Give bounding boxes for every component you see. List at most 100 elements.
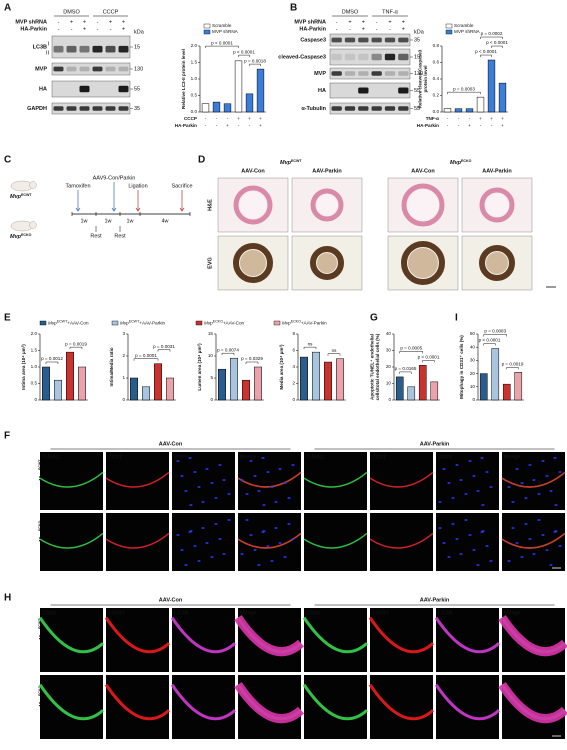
- bar: [245, 93, 254, 113]
- nucleus: [459, 479, 463, 481]
- nucleus: [189, 530, 193, 532]
- significance-bracket: [399, 371, 412, 374]
- mouse-label-sup: ECKO: [21, 233, 32, 237]
- channel-label: COXIV: [108, 610, 125, 616]
- blot-band: [358, 37, 369, 43]
- significance-bracket: [483, 334, 507, 337]
- condition-sign: -: [216, 123, 218, 128]
- treatment-sign: -: [376, 26, 378, 32]
- blot-band: [118, 106, 129, 111]
- nucleus: [227, 493, 231, 495]
- bar: [201, 103, 210, 113]
- bar: [300, 356, 308, 401]
- y-tick-label: 0.8: [433, 43, 440, 48]
- nucleus: [257, 490, 261, 492]
- y-axis-label: protein level: [423, 65, 428, 92]
- protein-label: α-Tubulin: [301, 106, 326, 112]
- blot-strip: [329, 33, 411, 47]
- blot-strip: [329, 67, 411, 80]
- panel-letter: B: [290, 3, 297, 14]
- legend-swatch: [273, 320, 281, 326]
- bar: [498, 82, 507, 113]
- blot-band: [398, 71, 409, 76]
- nucleus: [266, 545, 270, 547]
- nucleus: [291, 464, 295, 466]
- blot-band: [331, 37, 342, 43]
- blot-band: [384, 71, 396, 76]
- vessel-wall: [479, 245, 515, 281]
- blot-band: [344, 71, 356, 76]
- legend-swatch: [445, 29, 453, 35]
- nucleus: [524, 523, 528, 525]
- duration-label: 1w: [80, 218, 87, 224]
- blot-band: [66, 45, 77, 53]
- treatment-header: AAV-Con: [159, 597, 183, 603]
- nucleus: [545, 549, 549, 551]
- nucleus: [481, 530, 485, 532]
- nucleus: [553, 457, 557, 459]
- nucleus: [472, 475, 476, 477]
- legend-label: MVP shRNA: [454, 29, 481, 34]
- condition-sign: +: [259, 123, 262, 128]
- nucleus: [480, 457, 484, 459]
- signal: [105, 532, 170, 549]
- y-tick-label: 6: [292, 348, 295, 353]
- micrograph: [370, 452, 433, 510]
- legend-swatch: [203, 29, 211, 35]
- nucleus: [558, 471, 562, 473]
- nucleus: [520, 482, 524, 484]
- rest-label: Rest: [90, 233, 102, 239]
- condition-sign: -: [238, 123, 240, 128]
- vessel-lumen: [408, 190, 438, 220]
- nucleus: [528, 538, 532, 540]
- nucleus: [451, 523, 455, 525]
- significance-label: p = 0.0019: [65, 341, 87, 346]
- blot-band: [358, 87, 369, 94]
- significance-label: ns: [308, 341, 314, 346]
- channel-label: CD31: [42, 610, 56, 616]
- y-tick-label: 0.6: [433, 60, 440, 65]
- y-tick-label: 2: [122, 353, 125, 358]
- signal: [501, 471, 566, 488]
- event-label: Ligation: [128, 183, 147, 189]
- nucleus: [193, 545, 197, 547]
- blot-band: [118, 66, 129, 72]
- legend-label-base: Mvp: [48, 321, 57, 326]
- legend-label: Scramble: [212, 23, 232, 28]
- treatment-sign: +: [362, 19, 365, 25]
- nucleus: [554, 504, 558, 506]
- nucleus: [184, 564, 188, 566]
- blot-band: [331, 106, 342, 111]
- nucleus: [537, 519, 541, 521]
- channel-label: LC3B: [174, 610, 188, 616]
- nucleus: [541, 534, 545, 536]
- bar: [154, 363, 162, 401]
- y-tick-label: 0: [122, 397, 125, 402]
- nucleus: [464, 493, 468, 495]
- kda-value: 15: [134, 44, 140, 50]
- treatment-sign: -: [97, 19, 99, 25]
- nucleus: [257, 564, 261, 566]
- group-label: DMSO: [342, 9, 359, 15]
- legend-label-rest: +AAV-Parkin: [139, 321, 165, 326]
- significance-label: p = 0.0002: [481, 31, 503, 36]
- nucleus: [447, 482, 451, 484]
- treatment-label: HA-Parkin: [20, 26, 47, 32]
- channel-label: CD31: [372, 454, 386, 460]
- nucleus: [291, 538, 295, 540]
- micrograph: [40, 675, 103, 739]
- vessel-wall: [310, 188, 344, 222]
- bar: [336, 358, 344, 401]
- signal: [369, 471, 434, 488]
- y-axis-label: Lumen area (10⁴ μm²): [197, 343, 202, 391]
- treatment-header: AAV-Con: [159, 441, 183, 447]
- y-tick-label: 40: [386, 331, 392, 336]
- signal: [303, 471, 368, 488]
- treatment-header: AAV-Con: [411, 168, 435, 174]
- group-label: CCCP: [103, 9, 119, 15]
- signal: [434, 683, 501, 721]
- legend-swatch: [195, 320, 203, 326]
- nucleus: [278, 542, 282, 544]
- nucleus: [468, 460, 472, 462]
- channel-label: CD31: [108, 454, 122, 460]
